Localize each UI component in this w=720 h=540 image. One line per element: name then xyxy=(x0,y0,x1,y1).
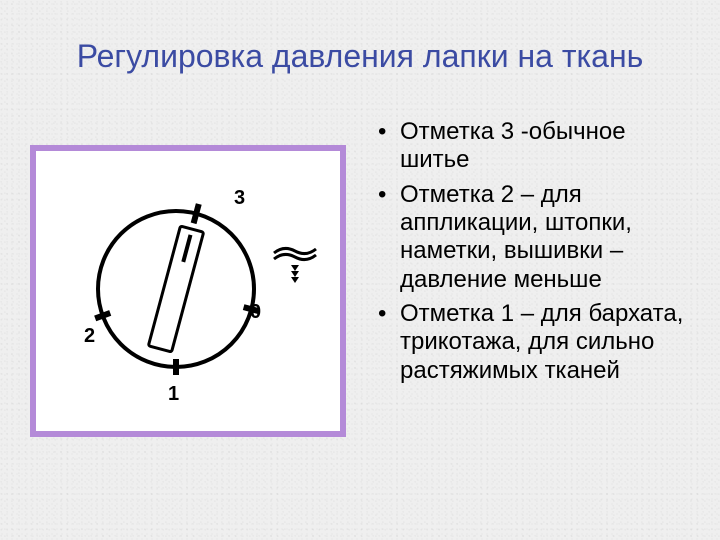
dial-mark-3: 3 xyxy=(234,187,245,210)
dial-figure: 3 0 1 2 xyxy=(36,151,340,431)
list-item: Отметка 3 -обычное шитье xyxy=(378,118,698,175)
dial-figure-box: 3 0 1 2 xyxy=(30,145,346,437)
list-item: Отметка 1 – для бархата, трикотажа, для … xyxy=(378,300,698,385)
dial-mark-0: 0 xyxy=(250,301,261,324)
slide-title: Регулировка давления лапки на ткань xyxy=(0,38,720,75)
dial-mark-2: 2 xyxy=(84,325,95,348)
feed-dog-icon xyxy=(272,243,318,283)
list-item: Отметка 2 – для аппликации, штопки, наме… xyxy=(378,181,698,294)
bullet-list: Отметка 3 -обычное шитье Отметка 2 – для… xyxy=(378,118,698,391)
dial-mark-1: 1 xyxy=(168,383,179,406)
pressure-dial-icon xyxy=(76,189,276,389)
